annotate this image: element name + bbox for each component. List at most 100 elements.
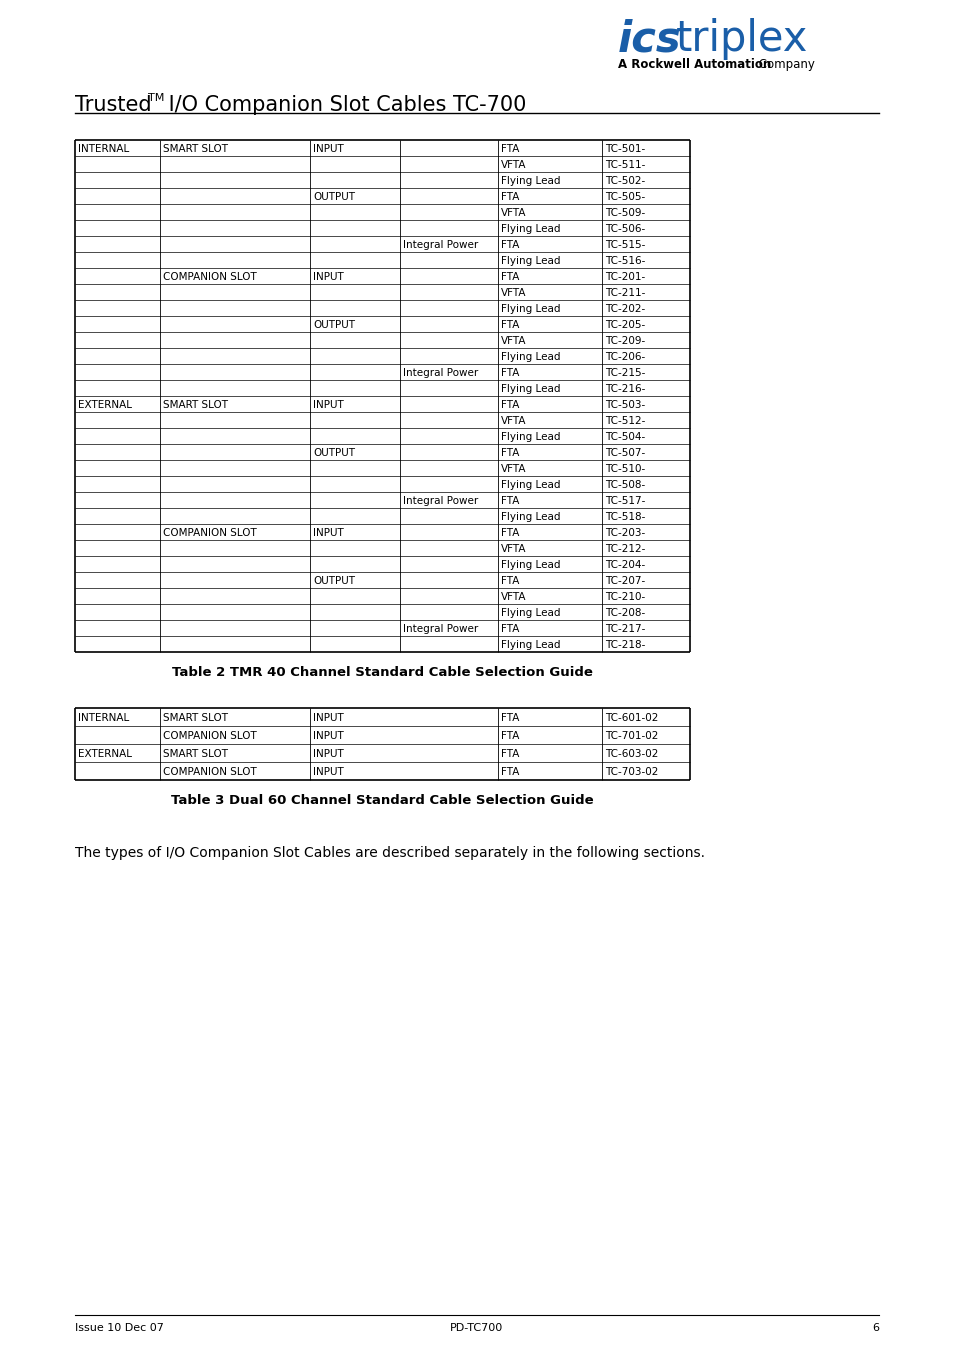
Text: TC-202-: TC-202- — [604, 304, 644, 313]
Text: FTA: FTA — [500, 320, 518, 330]
Text: FTA: FTA — [500, 240, 518, 250]
Text: triplex: triplex — [676, 18, 807, 59]
Text: Flying Lead: Flying Lead — [500, 480, 560, 490]
Text: Flying Lead: Flying Lead — [500, 255, 560, 266]
Text: INTERNAL: INTERNAL — [78, 713, 129, 723]
Text: TC-205-: TC-205- — [604, 320, 644, 330]
Text: FTA: FTA — [500, 367, 518, 378]
Text: COMPANION SLOT: COMPANION SLOT — [163, 528, 256, 538]
Text: COMPANION SLOT: COMPANION SLOT — [163, 767, 256, 777]
Text: I/O Companion Slot Cables TC-700: I/O Companion Slot Cables TC-700 — [162, 95, 526, 115]
Text: TC-511-: TC-511- — [604, 159, 644, 170]
Text: INPUT: INPUT — [313, 400, 343, 409]
Text: PD-TC700: PD-TC700 — [450, 1323, 503, 1333]
Text: SMART SLOT: SMART SLOT — [163, 713, 228, 723]
Text: FTA: FTA — [500, 767, 518, 777]
Text: FTA: FTA — [500, 748, 518, 759]
Text: TC-701-02: TC-701-02 — [604, 731, 658, 740]
Text: Flying Lead: Flying Lead — [500, 176, 560, 186]
Text: TC-217-: TC-217- — [604, 624, 644, 634]
Text: TC-508-: TC-508- — [604, 480, 644, 490]
Text: TC-502-: TC-502- — [604, 176, 644, 186]
Text: TC-215-: TC-215- — [604, 367, 644, 378]
Text: TC-207-: TC-207- — [604, 576, 644, 586]
Text: TC-515-: TC-515- — [604, 240, 644, 250]
Text: Integral Power: Integral Power — [402, 240, 477, 250]
Text: COMPANION SLOT: COMPANION SLOT — [163, 731, 256, 740]
Text: Flying Lead: Flying Lead — [500, 608, 560, 617]
Text: TC-512-: TC-512- — [604, 416, 644, 426]
Text: Integral Power: Integral Power — [402, 496, 477, 507]
Text: OUTPUT: OUTPUT — [313, 320, 355, 330]
Text: TC-209-: TC-209- — [604, 336, 644, 346]
Text: Flying Lead: Flying Lead — [500, 640, 560, 650]
Text: Flying Lead: Flying Lead — [500, 432, 560, 442]
Text: VFTA: VFTA — [500, 336, 526, 346]
Text: VFTA: VFTA — [500, 208, 526, 218]
Text: TC-506-: TC-506- — [604, 224, 644, 234]
Text: INPUT: INPUT — [313, 145, 343, 154]
Text: Integral Power: Integral Power — [402, 367, 477, 378]
Text: VFTA: VFTA — [500, 288, 526, 299]
Text: OUTPUT: OUTPUT — [313, 192, 355, 203]
Text: Flying Lead: Flying Lead — [500, 353, 560, 362]
Text: TC-507-: TC-507- — [604, 449, 644, 458]
Text: VFTA: VFTA — [500, 416, 526, 426]
Text: INPUT: INPUT — [313, 731, 343, 740]
Text: FTA: FTA — [500, 145, 518, 154]
Text: FTA: FTA — [500, 272, 518, 282]
Text: FTA: FTA — [500, 496, 518, 507]
Text: ics: ics — [618, 18, 680, 59]
Text: TC-517-: TC-517- — [604, 496, 644, 507]
Text: SMART SLOT: SMART SLOT — [163, 145, 228, 154]
Text: INPUT: INPUT — [313, 767, 343, 777]
Text: The types of I/O Companion Slot Cables are described separately in the following: The types of I/O Companion Slot Cables a… — [75, 846, 704, 861]
Text: INPUT: INPUT — [313, 528, 343, 538]
Text: TC-510-: TC-510- — [604, 463, 644, 474]
Text: Flying Lead: Flying Lead — [500, 384, 560, 394]
Text: VFTA: VFTA — [500, 463, 526, 474]
Text: FTA: FTA — [500, 576, 518, 586]
Text: SMART SLOT: SMART SLOT — [163, 400, 228, 409]
Text: Flying Lead: Flying Lead — [500, 561, 560, 570]
Text: TC-218-: TC-218- — [604, 640, 644, 650]
Text: FTA: FTA — [500, 731, 518, 740]
Text: INPUT: INPUT — [313, 748, 343, 759]
Text: OUTPUT: OUTPUT — [313, 449, 355, 458]
Text: VFTA: VFTA — [500, 159, 526, 170]
Text: TC-204-: TC-204- — [604, 561, 644, 570]
Text: TC-516-: TC-516- — [604, 255, 644, 266]
Text: Trusted: Trusted — [75, 95, 152, 115]
Text: SMART SLOT: SMART SLOT — [163, 748, 228, 759]
Text: Flying Lead: Flying Lead — [500, 512, 560, 521]
Text: TC-210-: TC-210- — [604, 592, 644, 603]
Text: TC-601-02: TC-601-02 — [604, 713, 658, 723]
Text: TC-603-02: TC-603-02 — [604, 748, 658, 759]
Text: TC-211-: TC-211- — [604, 288, 644, 299]
Text: Table 3 Dual 60 Channel Standard Cable Selection Guide: Table 3 Dual 60 Channel Standard Cable S… — [171, 794, 593, 807]
Text: INPUT: INPUT — [313, 272, 343, 282]
Text: 6: 6 — [871, 1323, 878, 1333]
Text: COMPANION SLOT: COMPANION SLOT — [163, 272, 256, 282]
Text: FTA: FTA — [500, 624, 518, 634]
Text: EXTERNAL: EXTERNAL — [78, 748, 132, 759]
Text: A Rockwell Automation: A Rockwell Automation — [618, 58, 770, 72]
Text: TC-505-: TC-505- — [604, 192, 644, 203]
Text: FTA: FTA — [500, 713, 518, 723]
Text: TC-212-: TC-212- — [604, 544, 644, 554]
Text: Issue 10 Dec 07: Issue 10 Dec 07 — [75, 1323, 164, 1333]
Text: VFTA: VFTA — [500, 544, 526, 554]
Text: TC-208-: TC-208- — [604, 608, 644, 617]
Text: TC-201-: TC-201- — [604, 272, 644, 282]
Text: TC-216-: TC-216- — [604, 384, 644, 394]
Text: TC-509-: TC-509- — [604, 208, 644, 218]
Text: FTA: FTA — [500, 449, 518, 458]
Text: Flying Lead: Flying Lead — [500, 224, 560, 234]
Text: Company: Company — [754, 58, 814, 72]
Text: TC-504-: TC-504- — [604, 432, 644, 442]
Text: EXTERNAL: EXTERNAL — [78, 400, 132, 409]
Text: TC-503-: TC-503- — [604, 400, 644, 409]
Text: OUTPUT: OUTPUT — [313, 576, 355, 586]
Text: FTA: FTA — [500, 400, 518, 409]
Text: TC-203-: TC-203- — [604, 528, 644, 538]
